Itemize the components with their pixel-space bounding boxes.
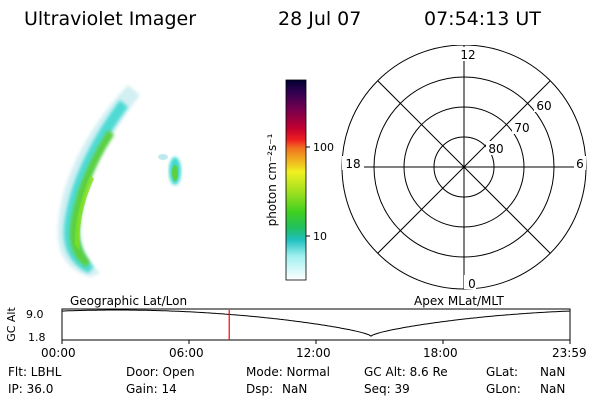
timeline-tick-0000: 00:00 bbox=[41, 346, 76, 360]
polar-plot: 12 0 18 6 60 70 80 bbox=[341, 45, 587, 290]
status-dsp-label: Dsp: bbox=[246, 382, 274, 396]
timeline-ymin: 1.8 bbox=[28, 331, 46, 344]
image-time: 07:54:13 UT bbox=[424, 8, 541, 30]
mlat-label-80: 80 bbox=[488, 142, 503, 156]
status-gain: Gain: 14 bbox=[126, 382, 177, 396]
aurora-speck bbox=[158, 154, 168, 160]
status-glon-value: NaN bbox=[540, 382, 566, 396]
aurora-arc bbox=[69, 130, 114, 267]
timeline-tick-2359: 23:59 bbox=[552, 346, 587, 360]
aurora-spot-core bbox=[172, 165, 178, 181]
altitude-curve bbox=[61, 309, 570, 337]
auroral-image bbox=[57, 85, 181, 277]
mlt-label-18: 18 bbox=[345, 157, 360, 171]
status-door: Door: Open bbox=[126, 365, 195, 379]
timeline-ymax: 9.0 bbox=[26, 308, 44, 321]
status-glon-label: GLon: bbox=[486, 382, 521, 396]
app-title: Ultraviolet Imager bbox=[24, 8, 197, 30]
status-glat-value: NaN bbox=[540, 365, 566, 379]
timeline-tick-0600: 06:00 bbox=[169, 346, 204, 360]
status-glat-label: GLat: bbox=[486, 365, 519, 379]
mlt-label-12: 12 bbox=[460, 48, 475, 62]
color-scale-label-10: 10 bbox=[313, 230, 327, 243]
mlt-label-0: 0 bbox=[468, 277, 476, 290]
color-scale-bar bbox=[285, 79, 307, 281]
status-gc-alt: GC Alt: 8.6 Re bbox=[364, 365, 448, 379]
timeline-tick-1800: 18:00 bbox=[423, 346, 458, 360]
color-scale: 100 10 photon cm⁻²s⁻¹ bbox=[265, 79, 334, 281]
polar-diagonal-2 bbox=[377, 80, 551, 254]
orbit-timeline bbox=[61, 308, 571, 344]
aurora-arc-bright bbox=[74, 175, 94, 250]
color-scale-label-100: 100 bbox=[313, 141, 334, 154]
timeline-tick-1200: 12:00 bbox=[296, 346, 331, 360]
status-filter: Flt: LBHL bbox=[8, 365, 62, 379]
aurora-rim bbox=[63, 100, 128, 273]
mlat-label-70: 70 bbox=[514, 121, 529, 135]
timeline-right-title: Apex MLat/MLT bbox=[414, 294, 504, 308]
timeline-left-title: Geographic Lat/Lon bbox=[70, 294, 188, 308]
color-scale-unit: photon cm⁻²s⁻¹ bbox=[265, 133, 279, 226]
mlat-label-60: 60 bbox=[536, 99, 551, 113]
status-ip: IP: 36.0 bbox=[8, 382, 54, 396]
status-dsp-value: NaN bbox=[282, 382, 308, 396]
image-date: 28 Jul 07 bbox=[278, 8, 362, 30]
mlt-label-6: 6 bbox=[576, 157, 584, 171]
status-seq: Seq: 39 bbox=[364, 382, 410, 396]
status-mode: Mode: Normal bbox=[246, 365, 330, 379]
